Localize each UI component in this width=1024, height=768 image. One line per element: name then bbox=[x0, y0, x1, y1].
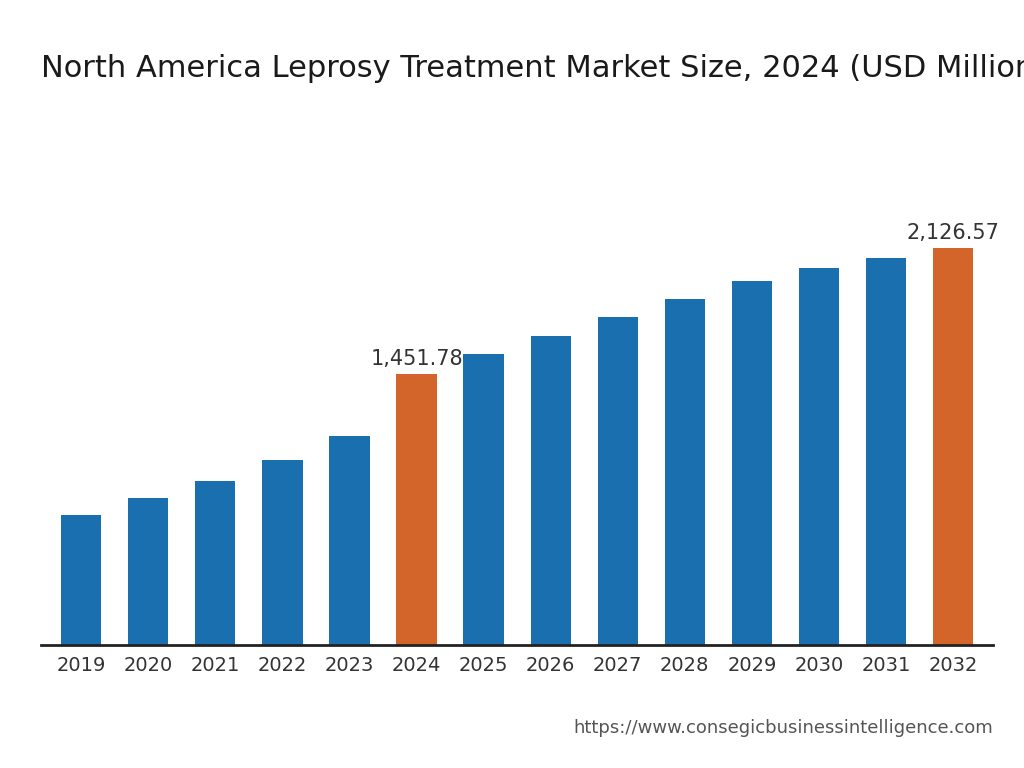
Bar bbox=[530, 336, 570, 645]
Bar bbox=[61, 515, 101, 645]
Bar bbox=[866, 258, 906, 645]
Text: North America Leprosy Treatment Market Size, 2024 (USD Million): North America Leprosy Treatment Market S… bbox=[41, 54, 1024, 83]
Bar bbox=[665, 299, 705, 645]
Bar bbox=[330, 436, 370, 645]
Text: https://www.consegicbusinessintelligence.com: https://www.consegicbusinessintelligence… bbox=[573, 720, 993, 737]
Bar bbox=[128, 498, 168, 645]
Bar bbox=[396, 374, 436, 645]
Bar bbox=[732, 281, 772, 645]
Bar bbox=[196, 481, 236, 645]
Bar bbox=[464, 354, 504, 645]
Bar bbox=[262, 461, 302, 645]
Text: 1,451.78: 1,451.78 bbox=[371, 349, 463, 369]
Bar bbox=[933, 249, 973, 645]
Bar bbox=[799, 268, 839, 645]
Text: 2,126.57: 2,126.57 bbox=[906, 223, 999, 243]
Bar bbox=[598, 317, 638, 645]
